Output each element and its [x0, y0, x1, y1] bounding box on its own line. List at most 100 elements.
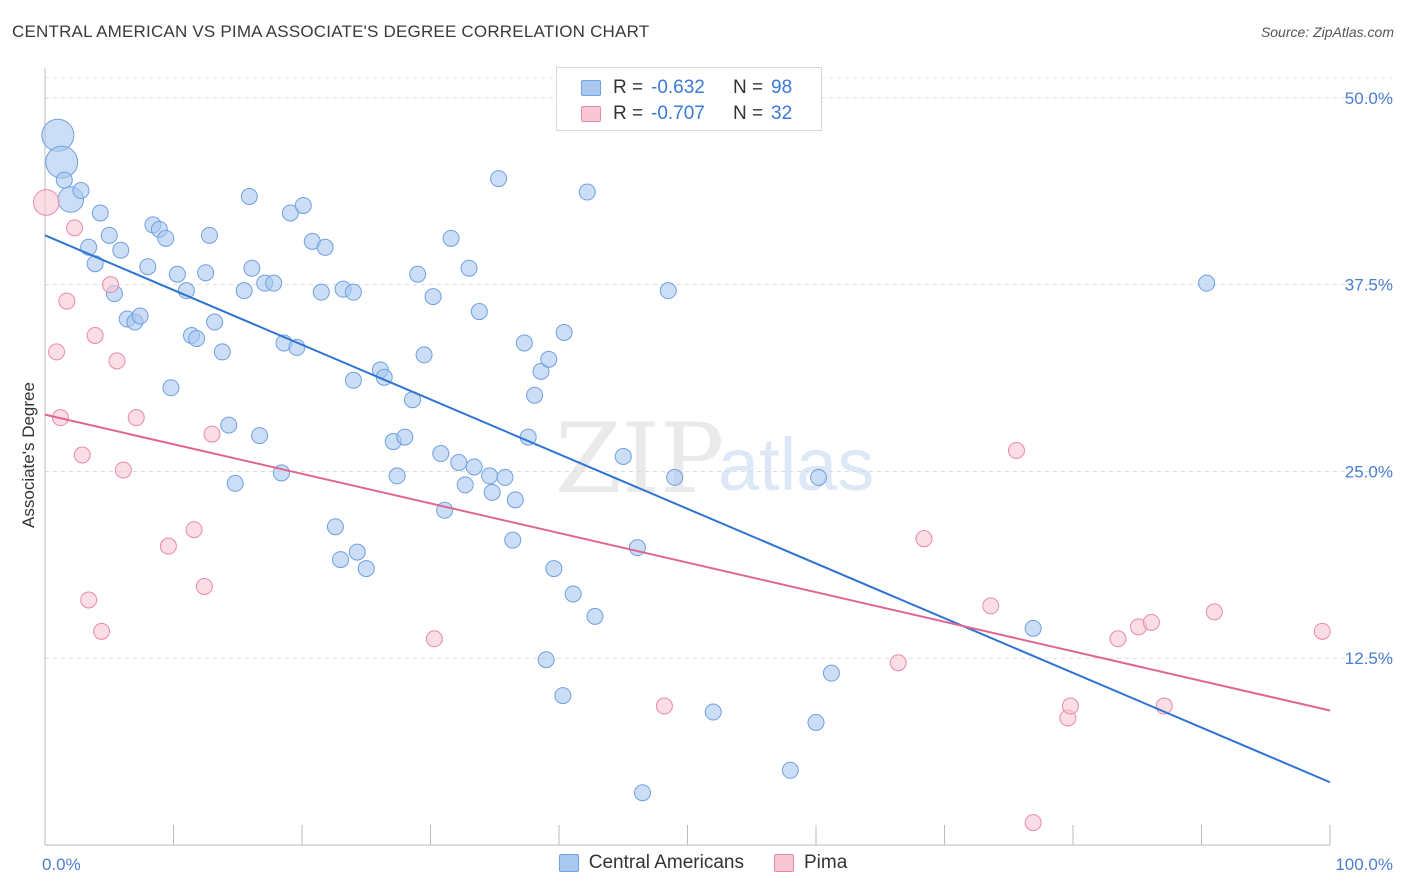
chart-title: CENTRAL AMERICAN VS PIMA ASSOCIATE'S DEG…	[12, 22, 650, 41]
data-point	[822, 664, 840, 682]
data-point	[807, 713, 825, 731]
data-point	[86, 326, 104, 344]
data-point	[1313, 622, 1331, 640]
data-point	[1024, 619, 1042, 637]
data-point	[159, 537, 177, 555]
data-point	[490, 170, 508, 188]
legend-n-label: N =	[733, 77, 764, 98]
legend-swatch-pima	[581, 106, 601, 122]
data-point	[465, 458, 483, 476]
y-tick-label: 25.0%	[1345, 462, 1393, 481]
data-point	[226, 474, 244, 492]
data-point	[112, 241, 130, 259]
data-point	[58, 292, 76, 310]
data-point	[108, 352, 126, 370]
y-tick-label: 50.0%	[1345, 89, 1393, 108]
data-point	[915, 530, 933, 548]
data-point	[526, 386, 544, 404]
data-point	[243, 259, 261, 277]
data-point	[197, 264, 215, 282]
data-point	[666, 468, 684, 486]
legend-n-value: 98	[771, 77, 793, 98]
data-point	[80, 591, 98, 609]
source-label: Source: ZipAtlas.com	[1260, 24, 1394, 40]
legend-row-central-americans: R = -0.632 N = 98	[581, 76, 792, 100]
data-point	[1109, 630, 1127, 648]
data-point	[982, 597, 1000, 615]
data-point	[540, 350, 558, 368]
data-point	[312, 283, 330, 301]
data-point	[532, 362, 550, 380]
data-point	[100, 226, 118, 244]
data-point	[344, 371, 362, 389]
legend-r-value: -0.707	[651, 103, 705, 124]
data-point	[415, 346, 433, 364]
data-point	[659, 282, 677, 300]
data-point	[195, 577, 213, 595]
data-point	[48, 343, 66, 361]
bottom-legend-swatch-pima	[773, 854, 794, 872]
data-point	[537, 651, 555, 669]
legend-n-label: N =	[733, 103, 764, 124]
data-point	[206, 313, 224, 331]
data-point	[1061, 697, 1079, 715]
legend-swatch-central-americans	[581, 80, 601, 96]
tick-labels: 12.5% 25.0% 37.5% 50.0% 0.0% 100.0%	[42, 89, 1393, 874]
data-point	[73, 446, 91, 464]
data-point	[220, 416, 238, 434]
data-point	[470, 303, 488, 321]
data-point	[348, 543, 366, 561]
data-point	[506, 491, 524, 509]
bottom-legend-pima: Pima	[773, 852, 848, 874]
data-point	[114, 461, 132, 479]
data-point	[139, 258, 157, 276]
legend-r-label: R =	[613, 77, 644, 98]
data-point	[127, 409, 145, 427]
data-point	[200, 226, 218, 244]
data-point	[564, 585, 582, 603]
data-point	[554, 687, 572, 705]
data-point	[634, 784, 652, 802]
trend-lines	[44, 234, 1331, 784]
y-axis-title: Associate's Degree	[19, 382, 38, 528]
data-point	[251, 427, 269, 445]
data-point	[388, 467, 406, 485]
data-point	[481, 467, 499, 485]
bottom-legend-label: Central Americans	[588, 852, 744, 873]
data-point	[188, 329, 206, 347]
data-point	[157, 229, 175, 247]
data-point	[203, 425, 221, 443]
y-tick-label: 37.5%	[1345, 276, 1393, 295]
data-point	[504, 531, 522, 549]
points-pima	[32, 189, 1331, 832]
data-point	[586, 607, 604, 625]
legend-r-label: R =	[613, 103, 644, 124]
legend: R = -0.632 N = 98 R = -0.707 N = 32	[556, 67, 822, 131]
data-point	[545, 560, 563, 578]
points-central-americans	[41, 118, 1216, 802]
bottom-legend: Central Americans Pima	[0, 852, 1406, 874]
bottom-legend-label: Pima	[803, 852, 848, 873]
data-point	[1142, 613, 1160, 631]
data-point	[344, 283, 362, 301]
data-point	[93, 622, 111, 640]
data-point	[442, 229, 460, 247]
data-point	[185, 521, 203, 539]
data-point	[781, 761, 799, 779]
data-point	[432, 445, 450, 463]
data-point	[425, 630, 443, 648]
data-point	[281, 204, 299, 222]
legend-n-value: 32	[771, 103, 793, 124]
data-point	[889, 654, 907, 672]
data-point	[326, 518, 344, 536]
data-point	[1198, 274, 1216, 292]
data-point	[1024, 814, 1042, 832]
data-point	[72, 182, 90, 200]
data-point	[810, 468, 828, 486]
data-point	[456, 476, 474, 494]
data-point	[396, 428, 414, 446]
data-point	[1205, 603, 1223, 621]
data-point	[515, 334, 533, 352]
data-point	[235, 282, 253, 300]
